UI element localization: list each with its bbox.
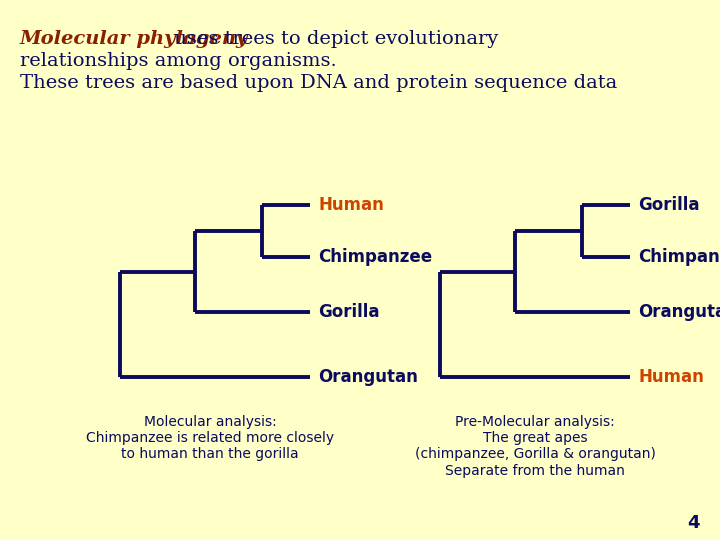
Text: Gorilla: Gorilla [318, 303, 379, 321]
Text: Chimpanzee: Chimpanzee [318, 248, 432, 266]
Text: Orangutan: Orangutan [318, 368, 418, 386]
Text: Molecular analysis:
Chimpanzee is related more closely
to human than the gorilla: Molecular analysis: Chimpanzee is relate… [86, 415, 334, 461]
Text: Orangutan: Orangutan [638, 303, 720, 321]
Text: Chimpanzee: Chimpanzee [638, 248, 720, 266]
Text: Pre-Molecular analysis:
The great apes
(chimpanzee, Gorilla & orangutan)
Separat: Pre-Molecular analysis: The great apes (… [415, 415, 655, 477]
Text: These trees are based upon DNA and protein sequence data: These trees are based upon DNA and prote… [20, 74, 617, 92]
Text: relationships among organisms.: relationships among organisms. [20, 52, 337, 70]
Text: Human: Human [318, 196, 384, 214]
Text: uses trees to depict evolutionary: uses trees to depict evolutionary [168, 30, 498, 48]
Text: Human: Human [638, 368, 704, 386]
Text: Gorilla: Gorilla [638, 196, 700, 214]
Text: Molecular phylogeny: Molecular phylogeny [20, 30, 248, 48]
Text: 4: 4 [688, 514, 700, 532]
